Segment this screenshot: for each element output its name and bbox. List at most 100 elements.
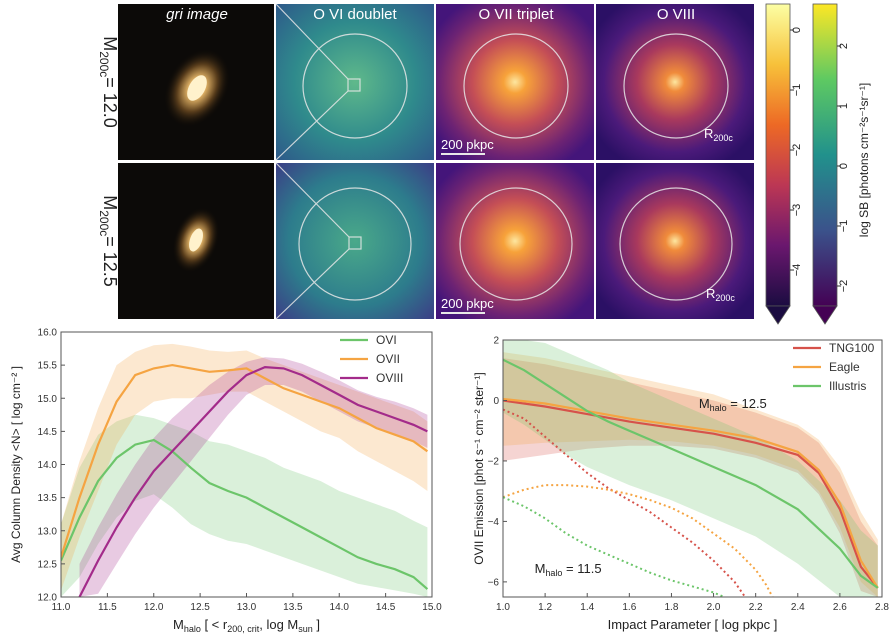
svg-text:gri image: gri image xyxy=(166,6,228,23)
band-tng100 xyxy=(503,358,878,597)
x-tick-label: 2.0 xyxy=(707,602,721,613)
band-illustris xyxy=(503,340,878,597)
y-tick-label: 14.0 xyxy=(38,460,58,471)
y-tick-label: −2 xyxy=(488,456,500,467)
x-tick-label: 14.0 xyxy=(330,602,350,613)
legend: TNG100 Eagle Illustris xyxy=(793,341,875,393)
dotted-series-line xyxy=(503,496,725,597)
y-tick-label: 12.5 xyxy=(38,559,58,570)
colorbar-tick-label: −2 xyxy=(838,280,850,293)
x-tick-label: 11.5 xyxy=(98,602,117,613)
panel-gri-row1 xyxy=(118,4,274,160)
x-tick-label: 1.4 xyxy=(580,602,594,613)
y-tick-label: −4 xyxy=(488,517,500,528)
band-ovi xyxy=(61,414,428,597)
colorbar-tick-label: −2 xyxy=(791,144,803,157)
x-tick-label: 11.0 xyxy=(52,602,71,613)
y-tick-label: 2 xyxy=(493,336,499,347)
x-tick-label: 13.0 xyxy=(237,602,257,613)
legend-label: OVII xyxy=(376,352,400,366)
x-tick-label: 2.6 xyxy=(833,602,847,613)
svg-text:O VII triplet: O VII triplet xyxy=(478,6,554,23)
x-axis-label: Mhalo [ < r200, crit, log Msun ] xyxy=(173,617,320,634)
plot-area xyxy=(503,340,882,597)
legend-label: OVI xyxy=(376,333,397,347)
x-axis-label: Impact Parameter [ log pkpc ] xyxy=(608,617,778,632)
svg-text:M200c= 12.0: M200c= 12.0 xyxy=(97,36,120,128)
band-ovii xyxy=(61,343,428,591)
series-line-oviii xyxy=(78,365,428,597)
panel-o8-row2 xyxy=(596,163,754,319)
row-label-1: M200c= 12.0 xyxy=(97,36,120,128)
colorbar-ticks: 0 −1 −2 −3 −4 2 1 0 −1 −2 xyxy=(790,27,850,292)
legend-label: TNG100 xyxy=(829,341,875,355)
x-tick-label: 12.0 xyxy=(144,602,164,613)
annotation: Mhalo = 11.5 xyxy=(535,561,602,578)
colorbar-tick-label: −3 xyxy=(791,204,803,217)
x-tick-label: 14.5 xyxy=(376,602,396,613)
scalebar-label: 200 pkpc xyxy=(441,137,494,152)
dotted-series-line xyxy=(503,408,746,597)
r200c-label-row2: R200c xyxy=(706,286,735,303)
dotted-series-line xyxy=(503,484,774,597)
legend-label: Eagle xyxy=(829,360,860,374)
column-titles-overlay: gri image O VI doublet O VII triplet O V… xyxy=(166,6,695,23)
x-tick-label: 1.2 xyxy=(538,602,552,613)
axes-frame xyxy=(502,339,883,598)
y-tick-label: 0 xyxy=(493,396,499,407)
x-tick-label: 12.5 xyxy=(190,602,210,613)
x-tick-label: 2.8 xyxy=(875,602,889,613)
y-axis-label: OVII Emission [phot s⁻¹ cm⁻² ster⁻¹] xyxy=(472,372,486,564)
scalebar-label: 200 pkpc xyxy=(441,296,494,311)
colorbar-viridis xyxy=(812,3,838,325)
annotation: Mhalo = 12.5 xyxy=(699,396,767,413)
legend-label: OVIII xyxy=(376,371,403,385)
legend: OVI OVII OVIII xyxy=(340,333,403,385)
series-line-ovi xyxy=(61,438,429,590)
scalebar-row1: 200 pkpc xyxy=(441,137,494,155)
y-tick-label: −6 xyxy=(488,577,500,588)
colorbar-tick-label: 2 xyxy=(838,43,850,49)
r200c-label-row1: R200c xyxy=(704,126,733,143)
x-tick-label: 2.2 xyxy=(749,602,763,613)
x-tick-label: 1.0 xyxy=(496,602,510,613)
x-tick-label: 2.4 xyxy=(791,602,805,613)
y-tick-label: 14.5 xyxy=(38,427,58,438)
series-line-eagle xyxy=(503,397,879,589)
svg-text:R200c: R200c xyxy=(706,286,735,303)
colorbar-inferno xyxy=(765,3,791,325)
x-tick-label: 15.0 xyxy=(422,602,442,613)
colorbar-tick-label: −1 xyxy=(791,84,803,97)
y-tick-label: 12.0 xyxy=(38,593,58,604)
y-tick-label: 15.0 xyxy=(38,394,58,405)
ovii-emission-chart: 1.0 1.2 1.4 1.6 1.8 2.0 2.2 2.4 2.6 2.8 −6 −4 −2 0 2 TN… xyxy=(472,336,889,633)
x-tick-label: 1.6 xyxy=(622,602,636,613)
legend-label: Illustris xyxy=(829,379,866,393)
series-line-illustris xyxy=(503,358,879,589)
colorbar-tick-label: 0 xyxy=(791,27,803,33)
series-line-ovii xyxy=(61,363,429,558)
y-tick-label: 15.5 xyxy=(38,361,58,372)
svg-text:O VIII: O VIII xyxy=(657,6,695,23)
r200c-circles xyxy=(275,3,733,320)
colorbar-tick-label: 0 xyxy=(838,163,850,169)
y-tick-label: 16.0 xyxy=(38,328,58,339)
x-tick-label: 1.8 xyxy=(664,602,678,613)
svg-text:M200c= 12.5: M200c= 12.5 xyxy=(97,195,120,287)
colorbar-tick-label: −4 xyxy=(791,264,803,277)
colorbar-tick-label: 1 xyxy=(838,103,850,109)
y-tick-label: 13.5 xyxy=(38,493,58,504)
svg-text:O VI doublet: O VI doublet xyxy=(313,6,397,23)
scalebar-row2: 200 pkpc xyxy=(441,296,494,314)
panel-gri-row2 xyxy=(118,163,274,319)
x-tick-label: 13.5 xyxy=(283,602,303,613)
colorbar-tick-label: −1 xyxy=(838,220,850,233)
series-line-tng100 xyxy=(503,399,879,589)
y-axis-label: Avg Column Density <N> [ log cm⁻² ] xyxy=(9,366,23,563)
y-tick-label: 13.0 xyxy=(38,526,58,537)
colorbar-label: log SB [photons cm⁻²s⁻¹sr⁻¹] xyxy=(857,83,871,237)
panel-o7-row2 xyxy=(436,163,594,319)
row-label-2: M200c= 12.5 xyxy=(97,195,120,287)
column-density-chart: 11.0 11.5 12.0 12.5 13.0 13.5 14.0 14.5 15.0 12.0… xyxy=(9,328,442,635)
